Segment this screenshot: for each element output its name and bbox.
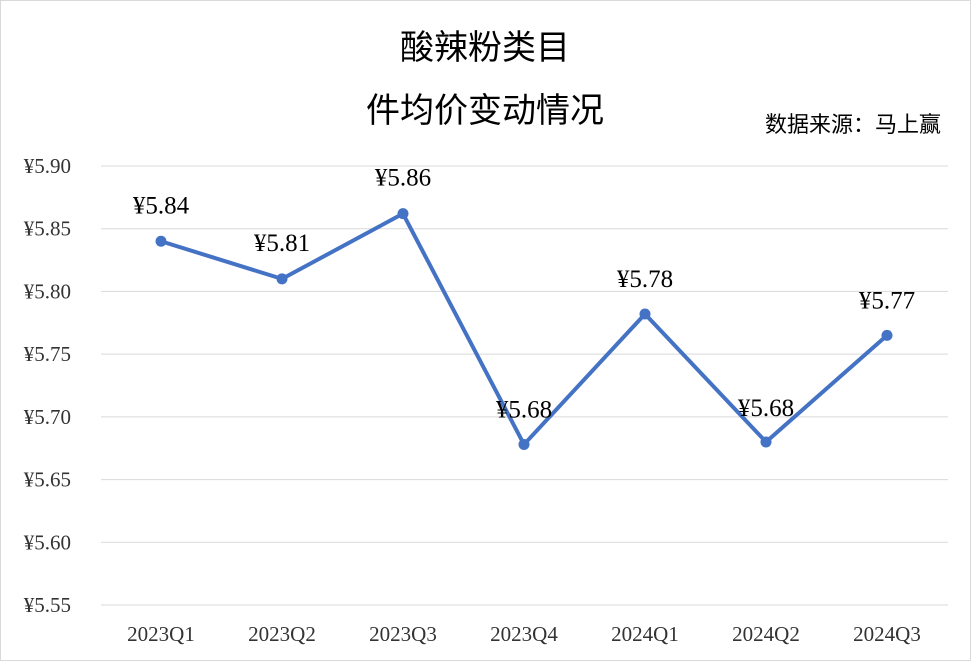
x-category-label: 2024Q2 [732,622,800,646]
x-category-label: 2023Q1 [127,622,195,646]
data-label: ¥5.68 [738,395,794,422]
data-label: ¥5.84 [133,192,190,219]
y-tick-label: ¥5.70 [24,405,71,429]
x-category-label: 2023Q2 [248,622,316,646]
data-label: ¥5.77 [859,287,915,314]
y-axis-ticks: ¥5.90 ¥5.85 ¥5.80 ¥5.75 ¥5.70 ¥5.65 ¥5.60 ¥5.55 [24,154,71,617]
y-tick-label: ¥5.75 [24,342,71,366]
data-point [276,273,288,285]
data-point [639,308,651,320]
chart-title-line-1: 酸辣粉类目 [400,28,570,68]
chart-title-line-2: 件均价变动情况 [366,91,604,131]
data-label: ¥5.86 [375,165,431,192]
y-tick-label: ¥5.85 [24,217,71,241]
y-tick-label: ¥5.90 [24,154,71,178]
x-axis-categories: 2023Q1 2023Q2 2023Q3 2023Q4 2024Q1 2024Q2 2024… [127,622,921,646]
data-point [760,436,772,448]
y-tick-label: ¥5.65 [24,468,71,492]
data-labels: ¥5.84 ¥5.81 ¥5.86 ¥5.68 ¥5.78 ¥5.68 ¥5.77 [133,165,915,424]
series-points [155,208,893,450]
data-point [155,235,167,247]
x-category-label: 2024Q1 [611,622,679,646]
y-tick-label: ¥5.60 [24,530,71,554]
y-tick-label: ¥5.80 [24,279,71,303]
data-source-note: 数据来源：马上赢 [765,113,941,138]
x-category-label: 2023Q3 [369,622,437,646]
data-label: ¥5.68 [496,396,552,423]
data-label: ¥5.78 [617,266,673,293]
data-point [518,438,530,450]
y-tick-label: ¥5.55 [24,593,71,617]
data-point [397,208,409,220]
data-label: ¥5.81 [254,230,310,257]
x-category-label: 2024Q3 [853,622,921,646]
data-point [881,329,893,341]
x-category-label: 2023Q4 [490,622,558,646]
gridlines [101,165,948,606]
